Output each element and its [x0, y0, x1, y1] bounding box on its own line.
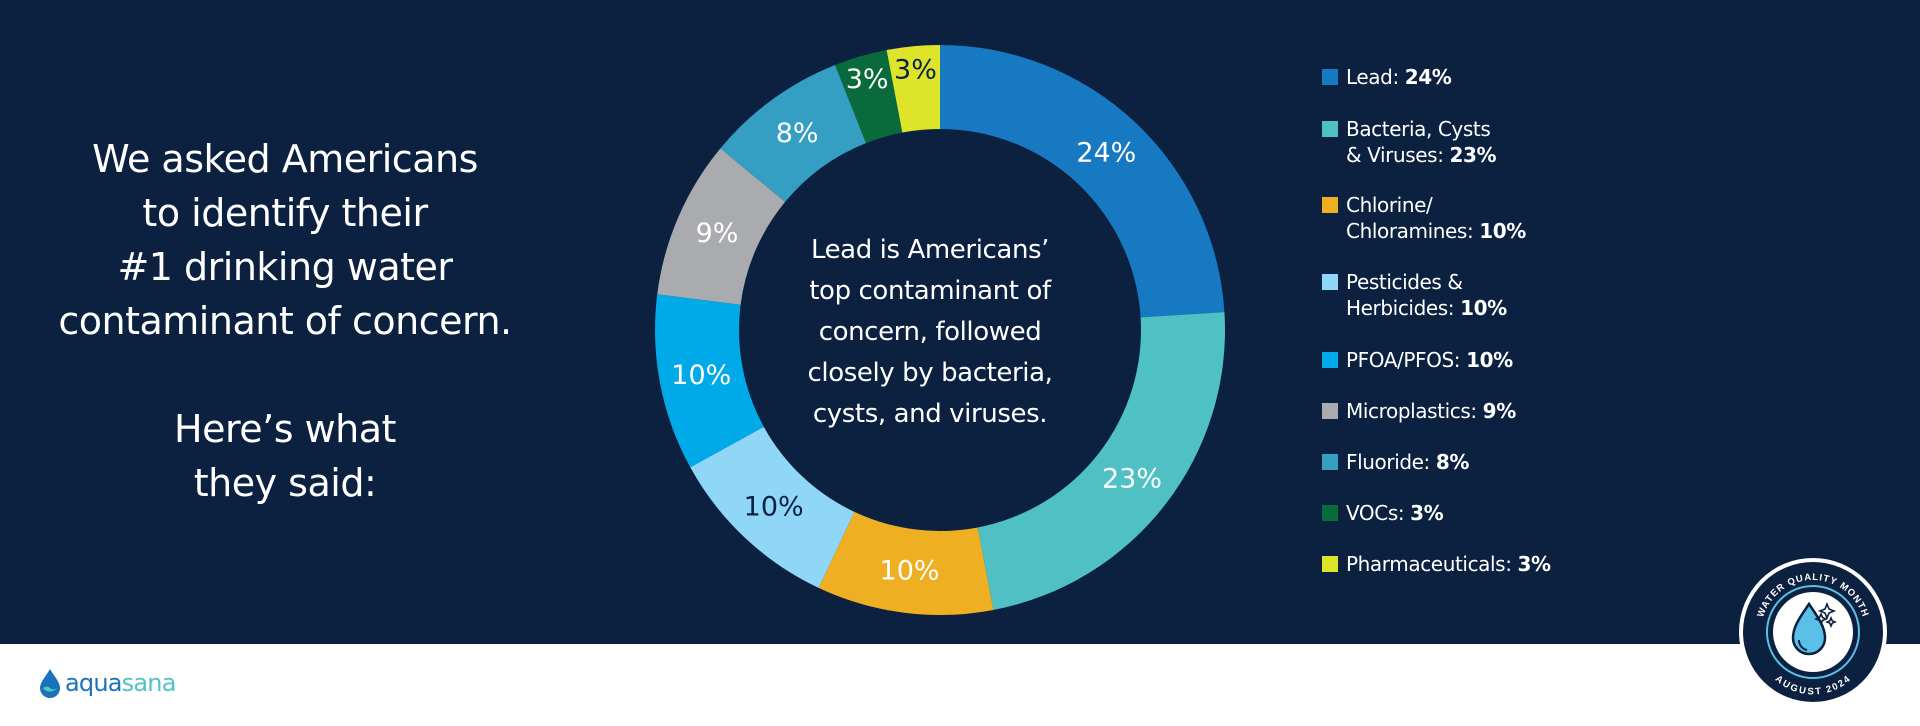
intro-line: #1 drinking water: [117, 245, 453, 289]
legend-label: Pesticides & Herbicides: 10%: [1346, 270, 1507, 320]
slice-data-label: 9%: [696, 218, 739, 249]
logo-word-sana: sana: [121, 669, 177, 697]
center-line: top contaminant of: [809, 276, 1051, 306]
slice-data-label: 3%: [846, 64, 889, 95]
intro-line: to identify their: [142, 191, 428, 235]
legend-item: Pesticides & Herbicides: 10%: [1322, 269, 1507, 321]
legend-swatch: [1322, 556, 1338, 572]
legend-swatch: [1322, 454, 1338, 470]
donut-slice: [886, 45, 940, 133]
legend-value: 3%: [1410, 501, 1444, 525]
intro-text: We asked Americans to identify their #1 …: [40, 132, 530, 510]
legend-value: 23%: [1449, 143, 1497, 167]
center-line: Lead is Americans’: [810, 235, 1050, 265]
water-drop-icon: [1791, 601, 1827, 656]
donut-chart: 24% 23% 10% 10% 10% 9% 8% 3% 3%: [655, 45, 1225, 615]
slice-data-label: 10%: [744, 492, 804, 523]
slice-data-label: 23%: [1102, 463, 1162, 494]
donut-slice: [835, 50, 903, 144]
legend-swatch: [1322, 121, 1338, 137]
donut-slice: [655, 294, 764, 468]
water-quality-month-badge: WATER QUALITY MONTH AUGUST 2024: [1739, 558, 1887, 706]
legend-value: 10%: [1466, 348, 1513, 372]
intro-line: Here’s what: [174, 407, 396, 451]
legend-swatch: [1322, 197, 1338, 213]
legend-label: Bacteria, Cysts & Viruses: 23%: [1346, 117, 1497, 167]
legend-item: Chlorine/Chloramines: 10%: [1322, 192, 1526, 244]
slice-data-label: 10%: [880, 556, 940, 587]
slice-data-label: 8%: [776, 118, 819, 149]
legend-value: 3%: [1517, 552, 1552, 576]
legend-swatch: [1322, 352, 1338, 368]
logo-wordmark: aquasana: [65, 669, 176, 697]
donut-slice: [977, 312, 1225, 610]
legend-label: Fluoride: 8%: [1346, 450, 1470, 474]
legend-value: 8%: [1435, 450, 1470, 474]
intro-line: contaminant of concern.: [58, 299, 512, 343]
slice-data-label: 24%: [1076, 137, 1136, 168]
legend-swatch: [1322, 403, 1338, 419]
legend-item: Fluoride: 8%: [1322, 449, 1469, 475]
legend-item: Lead: 24%: [1322, 64, 1452, 90]
legend-value: 10%: [1479, 219, 1526, 243]
water-drop-logo-icon: [40, 669, 60, 698]
center-line: concern, followed: [818, 317, 1042, 347]
legend-item: PFOA/PFOS: 10%: [1322, 347, 1513, 373]
logo-word-aqua: aqua: [65, 669, 122, 697]
aquasana-logo: aquasana: [38, 668, 176, 698]
legend-swatch: [1322, 274, 1338, 290]
legend-label: Pharmaceuticals: 3%: [1346, 552, 1552, 576]
donut-slice: [720, 65, 867, 202]
legend-swatch: [1322, 69, 1338, 85]
center-line: cysts, and viruses.: [812, 399, 1048, 429]
legend-item: VOCs: 3%: [1322, 500, 1444, 526]
legend-value: 10%: [1460, 296, 1507, 320]
sparkle-icon: [1813, 601, 1838, 629]
legend-value: 9%: [1482, 399, 1517, 423]
legend-item: Microplastics: 9%: [1322, 398, 1516, 424]
donut-slice: [940, 45, 1225, 318]
legend-label: Microplastics: 9%: [1346, 399, 1517, 423]
center-line: closely by bacteria,: [807, 358, 1053, 388]
legend-item: Pharmaceuticals: 3%: [1322, 551, 1551, 577]
slice-data-label: 3%: [894, 55, 937, 86]
slice-data-label: 10%: [671, 360, 731, 391]
legend-swatch: [1322, 505, 1338, 521]
donut-slice: [818, 511, 994, 615]
footer-strip: [0, 644, 1920, 726]
intro-line: they said:: [193, 461, 377, 505]
intro-line: We asked Americans: [92, 137, 478, 181]
donut-slice: [657, 148, 786, 305]
legend-label: VOCs: 3%: [1346, 501, 1444, 525]
legend-value: 24%: [1404, 65, 1452, 89]
donut-slice: [690, 426, 855, 588]
legend-label: Chlorine/Chloramines: 10%: [1346, 193, 1526, 243]
legend-item: Bacteria, Cysts & Viruses: 23%: [1322, 116, 1497, 168]
legend-label: PFOA/PFOS: 10%: [1346, 348, 1513, 372]
legend-label: Lead: 24%: [1346, 65, 1452, 89]
donut-center-text: Lead is Americans’ top contaminant of co…: [790, 230, 1070, 435]
